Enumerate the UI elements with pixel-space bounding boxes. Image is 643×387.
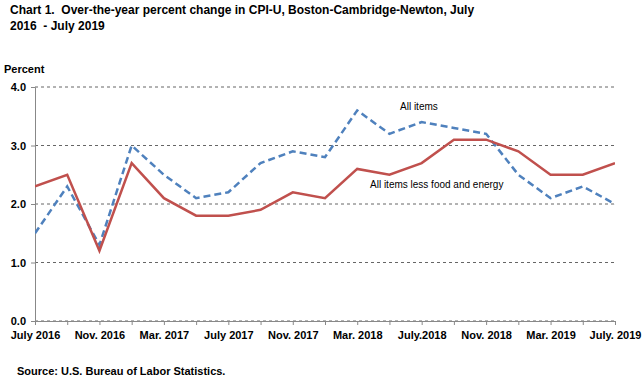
x-tick-mark [196,321,197,325]
x-tick-label: July 2017 [204,329,254,341]
x-tick-mark [422,321,423,325]
x-tick-mark [35,321,36,325]
x-tick: July 2016 [11,321,61,341]
x-tick-label: July 2016 [11,329,61,341]
x-tick [261,321,262,325]
x-tick: Nov. 2017 [268,321,319,341]
grid-line [35,87,615,88]
y-tick: 4.0 [11,81,35,93]
x-tick-label: Mar. 2019 [526,329,576,341]
y-tick-mark [31,204,35,205]
y-axis-line [31,88,36,322]
x-tick: July.2018 [398,321,447,341]
x-tick: Mar. 2019 [526,321,576,341]
chart: 0.0 1.0 2.0 3.0 4.0 July 2016 Nov. 2016 Mar. 20… [0,0,643,387]
chart-title: Chart 1. Over-the-year percent change in… [10,2,490,34]
x-tick [454,321,455,325]
y-tick: 3.0 [11,140,35,152]
series-line [35,110,615,245]
x-tick [67,321,68,325]
y-tick-label: 4.0 [11,81,26,93]
y-tick: 1.0 [11,257,35,269]
x-tick [132,321,133,325]
x-tick-mark [615,321,616,325]
x-tick-mark [261,321,262,325]
series-label: All items less food and energy [370,179,503,190]
x-tick-mark [325,321,326,325]
x-tick-mark [67,321,68,325]
y-tick-mark [31,321,35,322]
x-tick: Mar. 2017 [140,321,190,341]
x-tick-mark [357,321,358,325]
y-tick-label: 0.0 [11,315,26,327]
x-tick: Nov. 2016 [75,321,126,341]
grid-line [35,204,615,205]
x-tick-mark [583,321,584,325]
x-tick [583,321,584,325]
y-tick-label: 3.0 [11,140,26,152]
x-tick-mark [389,321,390,325]
x-tick-mark [454,321,455,325]
x-tick-label: Nov. 2016 [75,329,126,341]
y-tick-label: 2.0 [11,198,26,210]
x-tick-mark [228,321,229,325]
x-tick-mark [551,321,552,325]
x-tick-mark [486,321,487,325]
x-tick [196,321,197,325]
x-tick: July. 2019 [590,321,642,341]
y-tick-mark [31,87,35,88]
x-tick [325,321,326,325]
y-axis-title: Percent [4,63,45,75]
x-axis-line [36,322,616,326]
grid [35,87,615,321]
x-axis: July 2016 Nov. 2016 Mar. 2017 July 2017 Nov.… [11,321,642,341]
x-tick-label: July.2018 [398,329,447,341]
x-tick-label: Mar. 2017 [140,329,190,341]
y-tick: 0.0 [11,315,35,327]
x-tick-mark [164,321,165,325]
x-tick-label: Nov. 2017 [268,329,319,341]
y-axis: 0.0 1.0 2.0 3.0 4.0 [11,81,36,327]
x-tick-label: July. 2019 [590,329,642,341]
y-tick-label: 1.0 [11,257,26,269]
x-tick [389,321,390,325]
grid-line [35,262,615,263]
y-tick-mark [31,263,35,264]
x-tick-mark [132,321,133,325]
x-tick: Nov. 2018 [461,321,512,341]
x-tick [518,321,519,325]
x-tick-label: Nov. 2018 [461,329,512,341]
grid-line [35,145,615,146]
y-tick-mark [31,146,35,147]
y-tick: 2.0 [11,198,35,210]
source-note: Source: U.S. Bureau of Labor Statistics. [17,365,225,377]
series-line [35,140,615,251]
x-tick-mark [293,321,294,325]
x-tick-label: Mar. 2018 [333,329,383,341]
x-tick-mark [99,321,100,325]
series-label: All items [400,101,438,112]
plot-area [35,110,615,250]
x-tick: Mar. 2018 [333,321,383,341]
x-tick: July 2017 [204,321,254,341]
x-tick-mark [518,321,519,325]
